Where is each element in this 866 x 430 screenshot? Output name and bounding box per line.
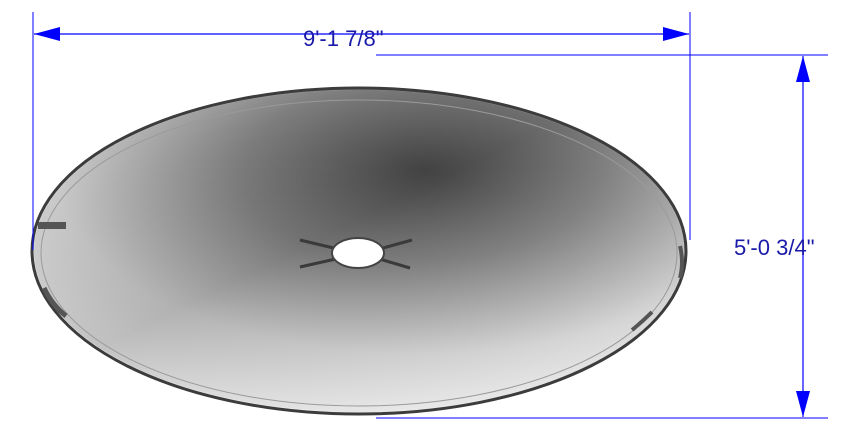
dish-rim-inner [40, 99, 678, 407]
width-dimension [32, 12, 691, 250]
rim-mark-lower-right [630, 310, 654, 332]
center-hub [331, 237, 385, 269]
rim-mark-lower-left [41, 286, 68, 318]
rim-mark-right [678, 245, 684, 279]
height-dimension [376, 54, 828, 419]
width-dimension-label: 9'-1 7/8" [303, 26, 384, 51]
height-dimension-label: 5'-0 3/4" [734, 235, 815, 260]
rim-mark-left [38, 222, 66, 229]
satellite-dish [30, 86, 688, 416]
